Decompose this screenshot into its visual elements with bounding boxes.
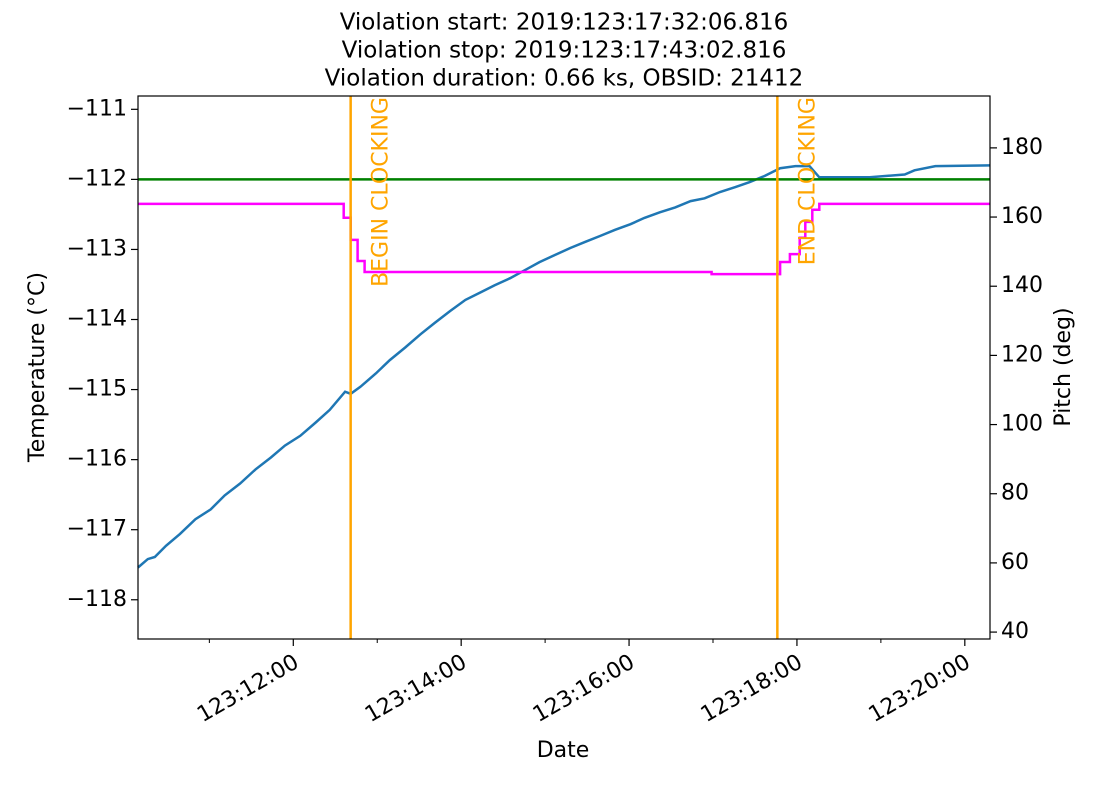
- data-line: [138, 202, 990, 276]
- title-line: Violation stop: 2019:123:17:43:02.816: [342, 38, 787, 64]
- y2-tick-label: 80: [1001, 481, 1029, 506]
- y2-tick-label: 120: [1001, 342, 1043, 367]
- y-tick-label: −111: [67, 96, 127, 121]
- y2-tick-label: 60: [1001, 550, 1029, 575]
- y-tick-label: −116: [67, 447, 127, 472]
- data-line: [137, 164, 991, 569]
- y2-tick-label: 180: [1001, 135, 1043, 160]
- y2-tick-label: 140: [1001, 273, 1043, 298]
- y-tick-label: −114: [67, 307, 127, 332]
- x-axis-label: Date: [537, 738, 590, 763]
- title-line: Violation duration: 0.66 ks, OBSID: 2141…: [325, 66, 804, 92]
- x-tick-label: 123:14:00: [361, 650, 471, 728]
- y-axis-label: Temperature (°C): [25, 272, 50, 463]
- y-tick-label: −115: [67, 377, 127, 402]
- y2-tick-label: 100: [1001, 412, 1043, 437]
- x-tick-label: 123:16:00: [529, 650, 639, 728]
- y2-axis-label: Pitch (deg): [1051, 307, 1076, 426]
- y-tick-label: −113: [67, 236, 127, 261]
- y2-tick-label: 160: [1001, 204, 1043, 229]
- y-tick-label: −117: [67, 517, 127, 542]
- y-tick-label: −112: [67, 166, 127, 191]
- x-tick-label: 123:18:00: [697, 650, 807, 728]
- event-label: BEGIN CLOCKING: [369, 97, 394, 287]
- y-tick-label: −118: [67, 587, 127, 612]
- x-tick-label: 123:20:00: [865, 650, 975, 728]
- y2-tick-label: 40: [1001, 619, 1029, 644]
- title-line: Violation start: 2019:123:17:32:06.816: [340, 10, 789, 36]
- plot-frame: [137, 95, 991, 640]
- event-label: END CLOCKING: [795, 97, 820, 265]
- x-tick-label: 123:12:00: [193, 650, 303, 728]
